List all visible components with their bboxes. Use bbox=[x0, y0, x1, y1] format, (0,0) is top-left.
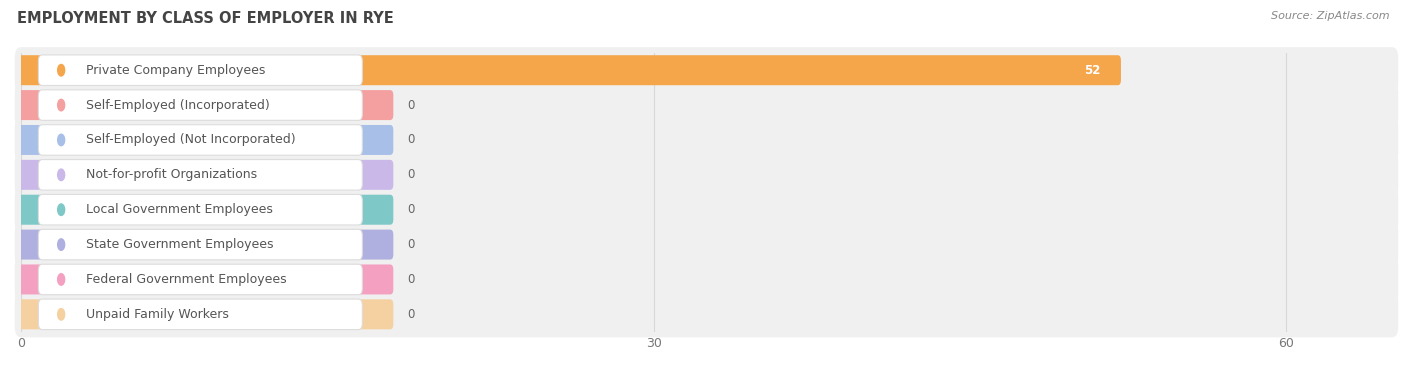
FancyBboxPatch shape bbox=[38, 55, 363, 86]
FancyBboxPatch shape bbox=[38, 229, 363, 260]
Text: Not-for-profit Organizations: Not-for-profit Organizations bbox=[87, 169, 257, 181]
Circle shape bbox=[58, 239, 65, 250]
FancyBboxPatch shape bbox=[38, 125, 363, 155]
FancyBboxPatch shape bbox=[18, 90, 394, 120]
FancyBboxPatch shape bbox=[38, 264, 363, 295]
FancyBboxPatch shape bbox=[18, 160, 394, 190]
FancyBboxPatch shape bbox=[14, 117, 1398, 163]
Circle shape bbox=[58, 64, 65, 76]
FancyBboxPatch shape bbox=[38, 90, 363, 120]
FancyBboxPatch shape bbox=[18, 195, 394, 225]
Text: Local Government Employees: Local Government Employees bbox=[87, 203, 273, 216]
FancyBboxPatch shape bbox=[18, 299, 394, 329]
FancyBboxPatch shape bbox=[14, 47, 1398, 93]
Text: 0: 0 bbox=[408, 99, 415, 112]
Text: State Government Employees: State Government Employees bbox=[87, 238, 274, 251]
Text: Private Company Employees: Private Company Employees bbox=[87, 64, 266, 77]
FancyBboxPatch shape bbox=[14, 256, 1398, 302]
Circle shape bbox=[58, 274, 65, 285]
Text: Self-Employed (Not Incorporated): Self-Employed (Not Incorporated) bbox=[87, 133, 297, 146]
Text: Self-Employed (Incorporated): Self-Employed (Incorporated) bbox=[87, 99, 270, 112]
FancyBboxPatch shape bbox=[18, 230, 394, 260]
FancyBboxPatch shape bbox=[14, 187, 1398, 233]
Text: 0: 0 bbox=[408, 273, 415, 286]
FancyBboxPatch shape bbox=[14, 291, 1398, 337]
FancyBboxPatch shape bbox=[14, 152, 1398, 198]
Text: 0: 0 bbox=[408, 169, 415, 181]
Circle shape bbox=[58, 204, 65, 215]
Text: Unpaid Family Workers: Unpaid Family Workers bbox=[87, 308, 229, 321]
Text: 0: 0 bbox=[408, 203, 415, 216]
Text: Federal Government Employees: Federal Government Employees bbox=[87, 273, 287, 286]
Circle shape bbox=[58, 134, 65, 146]
Text: 0: 0 bbox=[408, 238, 415, 251]
FancyBboxPatch shape bbox=[38, 299, 363, 329]
FancyBboxPatch shape bbox=[38, 195, 363, 225]
Circle shape bbox=[58, 169, 65, 181]
FancyBboxPatch shape bbox=[18, 264, 394, 294]
FancyBboxPatch shape bbox=[18, 125, 394, 155]
Text: 0: 0 bbox=[408, 308, 415, 321]
Text: Source: ZipAtlas.com: Source: ZipAtlas.com bbox=[1271, 11, 1389, 21]
FancyBboxPatch shape bbox=[14, 222, 1398, 268]
Text: 0: 0 bbox=[408, 133, 415, 146]
Text: EMPLOYMENT BY CLASS OF EMPLOYER IN RYE: EMPLOYMENT BY CLASS OF EMPLOYER IN RYE bbox=[17, 11, 394, 26]
Text: 52: 52 bbox=[1084, 64, 1101, 77]
FancyBboxPatch shape bbox=[38, 159, 363, 190]
FancyBboxPatch shape bbox=[14, 82, 1398, 128]
Circle shape bbox=[58, 100, 65, 111]
Circle shape bbox=[58, 309, 65, 320]
FancyBboxPatch shape bbox=[18, 55, 1121, 85]
